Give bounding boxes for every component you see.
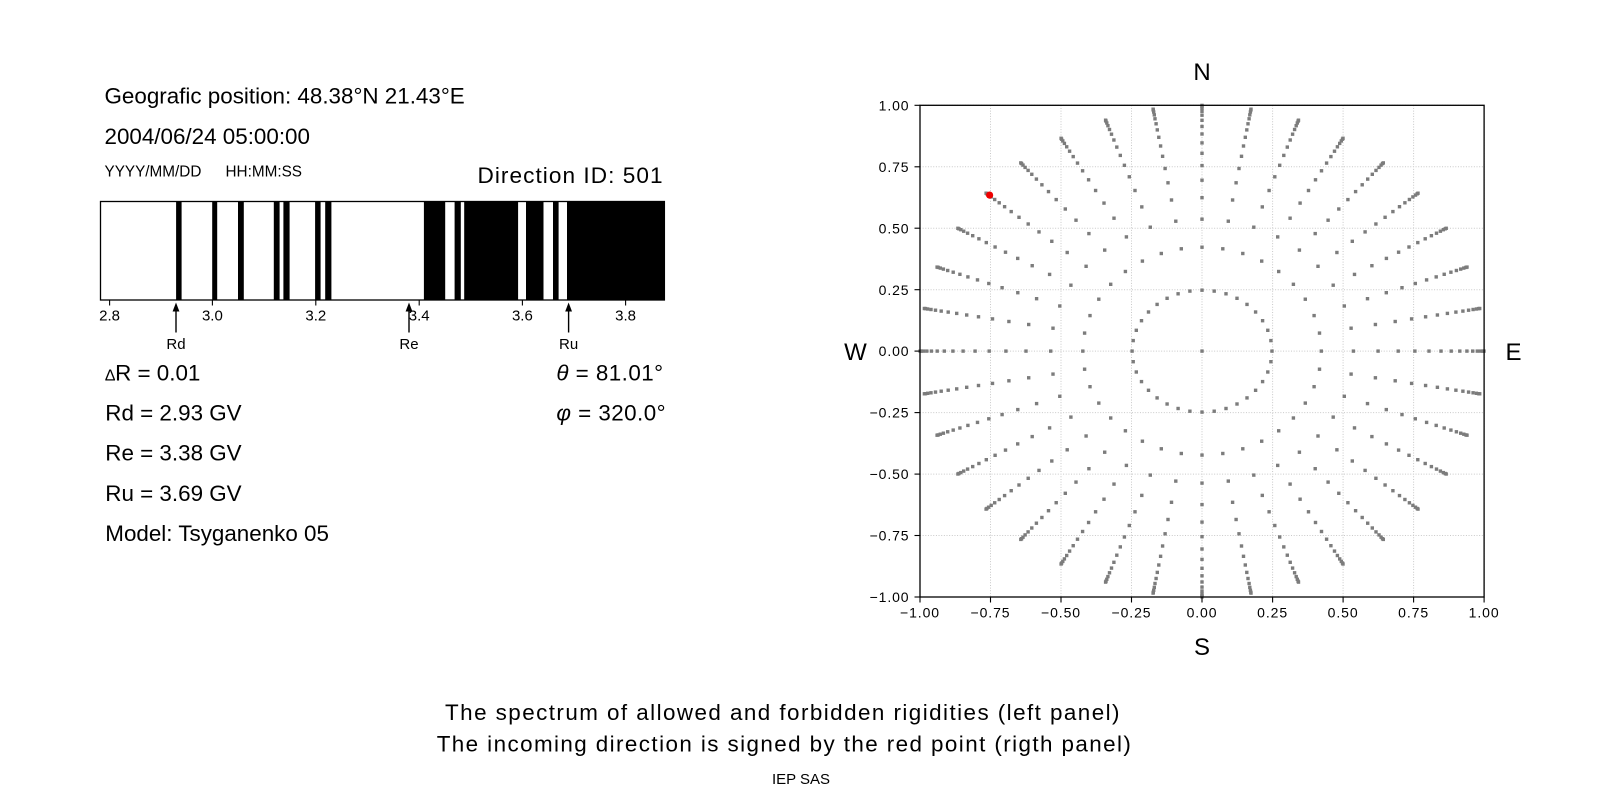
svg-text:∆R = 0.01: ∆R = 0.01 xyxy=(105,361,200,386)
svg-text:2004/06/24 05:00:00: 2004/06/24 05:00:00 xyxy=(105,124,310,149)
svg-text:−0.25: −0.25 xyxy=(870,405,910,421)
svg-text:Re = 3.38 GV: Re = 3.38 GV xyxy=(105,441,241,466)
svg-text:0.25: 0.25 xyxy=(879,282,910,298)
svg-text:θ = 81.01°: θ = 81.01° xyxy=(556,361,663,386)
svg-text:E: E xyxy=(1505,339,1521,366)
svg-text:−0.75: −0.75 xyxy=(971,605,1011,621)
svg-text:3.4: 3.4 xyxy=(409,307,430,324)
svg-text:3.6: 3.6 xyxy=(512,307,533,324)
svg-text:−0.50: −0.50 xyxy=(1041,605,1081,621)
svg-text:φ = 320.0°: φ = 320.0° xyxy=(556,401,666,426)
svg-text:2.8: 2.8 xyxy=(99,307,120,324)
svg-text:S: S xyxy=(1194,634,1210,661)
svg-text:−1.00: −1.00 xyxy=(900,605,940,621)
svg-text:Direction ID: 501: Direction ID: 501 xyxy=(477,163,663,188)
svg-text:0.50: 0.50 xyxy=(879,220,910,236)
svg-text:−0.75: −0.75 xyxy=(870,528,910,544)
svg-text:HH:MM:SS: HH:MM:SS xyxy=(226,164,303,181)
svg-text:0.25: 0.25 xyxy=(1257,605,1288,621)
svg-text:3.0: 3.0 xyxy=(202,307,223,324)
svg-text:3.8: 3.8 xyxy=(615,307,636,324)
svg-text:The spectrum of allowed and fo: The spectrum of allowed and forbidden ri… xyxy=(445,700,1121,725)
svg-text:1.00: 1.00 xyxy=(879,97,910,113)
svg-text:0.50: 0.50 xyxy=(1328,605,1359,621)
svg-text:Rd: Rd xyxy=(166,336,185,353)
svg-text:0.75: 0.75 xyxy=(1398,605,1429,621)
svg-text:0.00: 0.00 xyxy=(1187,605,1218,621)
svg-text:W: W xyxy=(844,339,867,366)
svg-text:0.00: 0.00 xyxy=(879,343,910,359)
svg-text:N: N xyxy=(1193,59,1210,86)
svg-text:The incoming direction is sign: The incoming direction is signed by the … xyxy=(437,732,1133,757)
svg-text:Ru = 3.69 GV: Ru = 3.69 GV xyxy=(105,481,241,506)
svg-text:3.2: 3.2 xyxy=(305,307,326,324)
svg-text:1.00: 1.00 xyxy=(1469,605,1500,621)
svg-text:YYYY/MM/DD: YYYY/MM/DD xyxy=(105,164,202,181)
svg-text:Rd = 2.93 GV: Rd = 2.93 GV xyxy=(105,401,241,426)
svg-text:Geografic position: 48.38°N 21: Geografic position: 48.38°N 21.43°E xyxy=(105,84,465,109)
svg-text:−0.50: −0.50 xyxy=(870,466,910,482)
svg-text:Model: Tsyganenko 05: Model: Tsyganenko 05 xyxy=(105,521,329,546)
svg-text:Re: Re xyxy=(399,336,418,353)
svg-text:−1.00: −1.00 xyxy=(870,589,910,605)
svg-text:−0.25: −0.25 xyxy=(1112,605,1152,621)
svg-text:Ru: Ru xyxy=(559,336,578,353)
svg-text:IEP SAS: IEP SAS xyxy=(772,771,830,788)
svg-text:0.75: 0.75 xyxy=(879,159,910,175)
